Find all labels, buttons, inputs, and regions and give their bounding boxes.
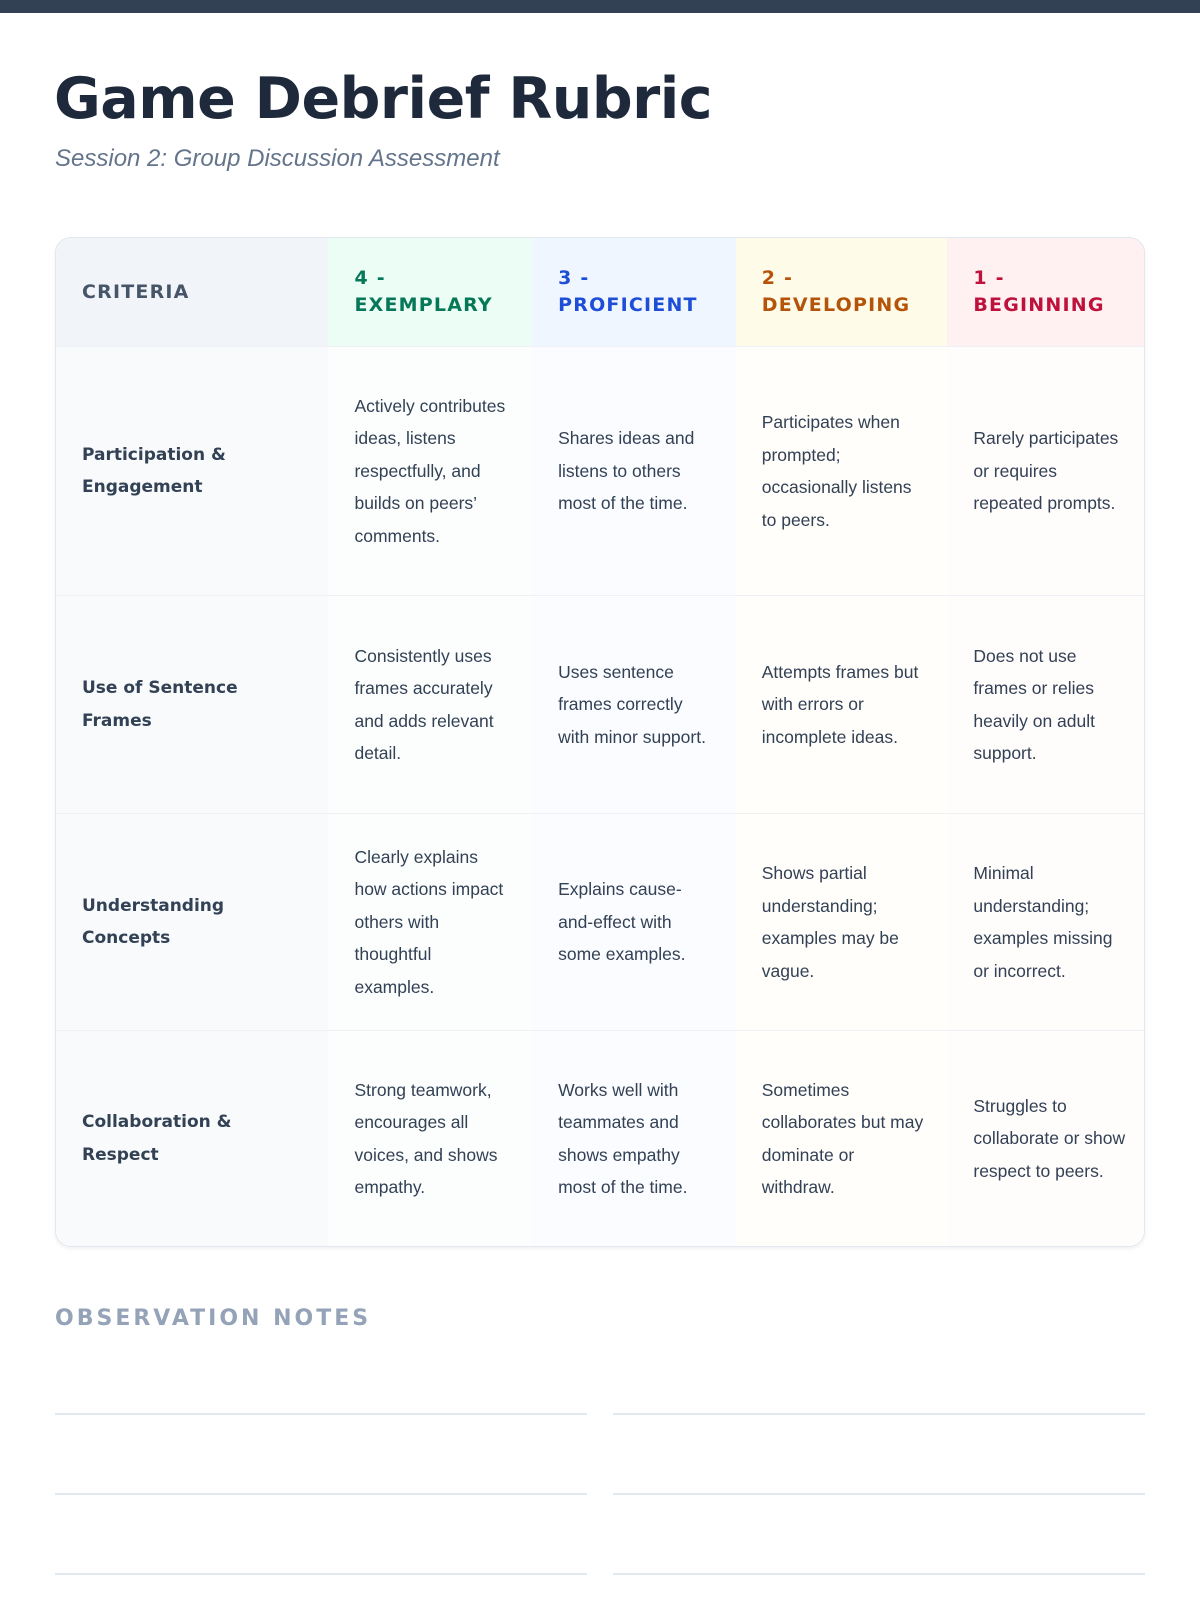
- developing-cell: Attempts frames but with errors or incom…: [735, 596, 948, 813]
- table-row: Collaboration & Respect Strong teamwork, …: [56, 1030, 1144, 1246]
- note-line[interactable]: [613, 1493, 1145, 1495]
- table-row: Understanding Concepts Clearly explains h…: [56, 813, 1144, 1030]
- beginning-cell: Minimal understanding; examples missing …: [947, 814, 1144, 1030]
- proficient-cell: Uses sentence frames correctly with mino…: [532, 596, 736, 813]
- header-beginning: 1 - BEGINNING: [947, 238, 1144, 346]
- table-row: Participation & Engagement Actively contr…: [56, 346, 1144, 595]
- note-line[interactable]: [613, 1573, 1145, 1575]
- exemplary-cell: Consistently uses frames accurately and …: [328, 596, 533, 813]
- criteria-cell: Collaboration & Respect: [56, 1031, 329, 1246]
- criteria-cell: Understanding Concepts: [56, 814, 329, 1030]
- criteria-cell: Participation & Engagement: [56, 347, 329, 595]
- header-proficient: 3 - PROFICIENT: [532, 238, 736, 346]
- page-title: Game Debrief Rubric: [54, 66, 713, 132]
- table-row: Use of Sentence Frames Consistently uses …: [56, 595, 1144, 813]
- criteria-cell: Use of Sentence Frames: [56, 596, 329, 813]
- note-line[interactable]: [55, 1573, 587, 1575]
- beginning-cell: Rarely participates or requires repeated…: [947, 347, 1144, 595]
- note-line[interactable]: [55, 1493, 587, 1495]
- top-bar: [0, 0, 1200, 13]
- table-header-row: CRITERIA 4 - EXEMPLARY 3 - PROFICIENT 2 …: [56, 238, 1144, 346]
- developing-cell: Shows partial understanding; examples ma…: [735, 814, 948, 1030]
- exemplary-cell: Strong teamwork, encourages all voices, …: [328, 1031, 533, 1246]
- proficient-cell: Works well with teammates and shows empa…: [532, 1031, 736, 1246]
- exemplary-cell: Actively contributes ideas, listens resp…: [328, 347, 533, 595]
- proficient-cell: Shares ideas and listens to others most …: [532, 347, 736, 595]
- header-developing: 2 - DEVELOPING: [735, 238, 948, 346]
- developing-cell: Sometimes collaborates but may dominate …: [735, 1031, 948, 1246]
- observation-notes-title: OBSERVATION NOTES: [55, 1306, 372, 1331]
- exemplary-cell: Clearly explains how actions impact othe…: [328, 814, 533, 1030]
- developing-cell: Participates when prompted; occasionally…: [735, 347, 948, 595]
- header-exemplary: 4 - EXEMPLARY: [328, 238, 533, 346]
- rubric-table: CRITERIA 4 - EXEMPLARY 3 - PROFICIENT 2 …: [55, 237, 1145, 1247]
- beginning-cell: Does not use frames or relies heavily on…: [947, 596, 1144, 813]
- beginning-cell: Struggles to collaborate or show respect…: [947, 1031, 1144, 1246]
- note-line[interactable]: [613, 1413, 1145, 1415]
- page-subtitle: Session 2: Group Discussion Assessment: [55, 145, 500, 172]
- header-criteria: CRITERIA: [56, 238, 329, 346]
- note-line[interactable]: [55, 1413, 587, 1415]
- proficient-cell: Explains cause-and-effect with some exam…: [532, 814, 736, 1030]
